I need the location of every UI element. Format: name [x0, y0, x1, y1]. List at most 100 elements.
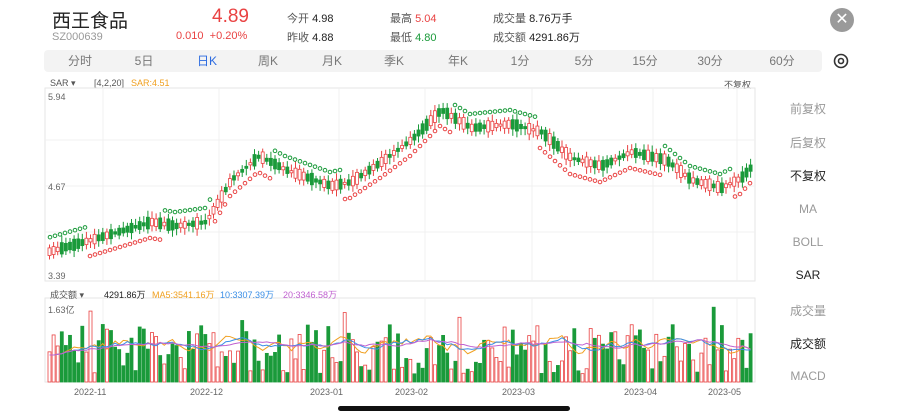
volume-bar: [715, 349, 720, 383]
tab-0[interactable]: 分时: [67, 54, 92, 68]
sar-dot: [382, 172, 388, 177]
candle-body: [531, 128, 536, 132]
candle-body: [355, 171, 359, 185]
sar-dot: [112, 246, 118, 251]
tab-7[interactable]: 1分: [510, 54, 530, 68]
side-option-4[interactable]: BOLL: [792, 235, 824, 249]
candle-body: [515, 119, 519, 132]
volume-ma-line: [49, 338, 751, 356]
candle-body: [535, 125, 540, 137]
sar-dot: [87, 253, 93, 259]
volume-bar: [375, 341, 380, 383]
volume-bar: [322, 349, 327, 383]
sar-dot: [132, 240, 138, 245]
volume-bar: [543, 343, 548, 383]
volume-bar: [473, 361, 478, 383]
candle-body: [404, 141, 409, 147]
gear-icon[interactable]: [832, 52, 850, 70]
volume-bar: [309, 341, 314, 383]
tab-11[interactable]: 60分: [769, 54, 795, 68]
volume-bar: [141, 328, 146, 383]
date-label: 2023-01: [310, 387, 344, 397]
volume-selector[interactable]: 成交额 ▾: [50, 288, 84, 301]
sar-dot: [517, 110, 523, 115]
indicator-selector[interactable]: SAR ▾: [50, 78, 76, 89]
candle-body: [740, 171, 745, 183]
volume-bar: [211, 332, 216, 383]
side-option-1[interactable]: 后复权: [789, 136, 826, 150]
tab-8[interactable]: 5分: [574, 54, 594, 68]
volume-bar: [371, 346, 376, 383]
volume-bar: [162, 363, 167, 383]
candle-body: [244, 165, 249, 169]
candle-body: [519, 124, 523, 130]
candle-body: [658, 153, 663, 165]
candle-body: [490, 120, 495, 131]
sar-dot: [212, 218, 218, 224]
tab-4[interactable]: 月K: [321, 54, 342, 68]
tab-1[interactable]: 5日: [134, 54, 154, 68]
side-option-6[interactable]: 成交量: [789, 304, 826, 318]
tab-2[interactable]: 日K: [196, 54, 217, 68]
volume-bar: [80, 325, 85, 383]
volume-bar: [670, 324, 675, 383]
side-option-8[interactable]: MACD: [790, 369, 826, 383]
volume-bar: [572, 328, 577, 383]
volume-bar: [387, 324, 392, 383]
candle-body: [711, 183, 716, 189]
candle-body: [367, 165, 372, 175]
side-option-0[interactable]: 前复权: [789, 102, 826, 116]
volume-bar: [350, 339, 355, 383]
volume-bar: [658, 361, 663, 383]
close-icon[interactable]: ✕: [830, 8, 854, 32]
price-frame: [44, 87, 756, 282]
candle-body: [592, 160, 597, 169]
tab-6[interactable]: 年K: [447, 54, 468, 68]
tab-10[interactable]: 30分: [697, 54, 723, 68]
candle-body: [162, 221, 167, 227]
volume-bar: [105, 328, 109, 383]
candle-body: [203, 219, 208, 225]
volume-bar: [338, 361, 343, 383]
candle-body: [334, 179, 339, 191]
volume-bar: [609, 332, 614, 383]
sar-dot: [107, 247, 113, 253]
sar-dot: [607, 175, 613, 180]
sar-dot: [457, 105, 463, 111]
candle-body: [121, 227, 126, 234]
sar-dot: [677, 155, 683, 161]
open-value: 4.98: [312, 13, 334, 25]
candle-body: [371, 163, 376, 171]
sar-dot: [527, 113, 533, 118]
candle-body: [96, 234, 101, 242]
volume-bar: [207, 343, 212, 383]
side-option-5[interactable]: SAR: [795, 268, 821, 282]
candle-body: [264, 157, 269, 162]
volume-bar: [145, 348, 150, 383]
sar-dot: [537, 145, 543, 151]
candle-body: [285, 166, 290, 174]
sar-dot: [307, 162, 313, 168]
candle-body: [428, 115, 433, 127]
side-option-3[interactable]: MA: [799, 202, 817, 216]
tab-9[interactable]: 15分: [632, 54, 658, 68]
side-option-2[interactable]: 不复权: [789, 169, 826, 183]
volume-bar: [68, 334, 72, 383]
candle-body: [227, 178, 232, 188]
tab-3[interactable]: 周K: [257, 54, 278, 68]
candle-body: [166, 218, 171, 231]
amt-value: 4291.86万: [529, 32, 580, 44]
tab-5[interactable]: 季K: [383, 54, 404, 68]
sar-dot: [47, 234, 53, 240]
candle-body: [256, 154, 261, 159]
candle-body: [482, 124, 487, 130]
candle-body: [506, 119, 511, 129]
candle-body: [346, 179, 351, 186]
candle-body: [318, 179, 323, 185]
side-option-7[interactable]: 成交额: [789, 337, 826, 351]
volume-bar: [219, 351, 224, 383]
sar-dot: [137, 238, 143, 244]
candle-body: [47, 247, 52, 256]
sar-dot: [172, 209, 178, 215]
